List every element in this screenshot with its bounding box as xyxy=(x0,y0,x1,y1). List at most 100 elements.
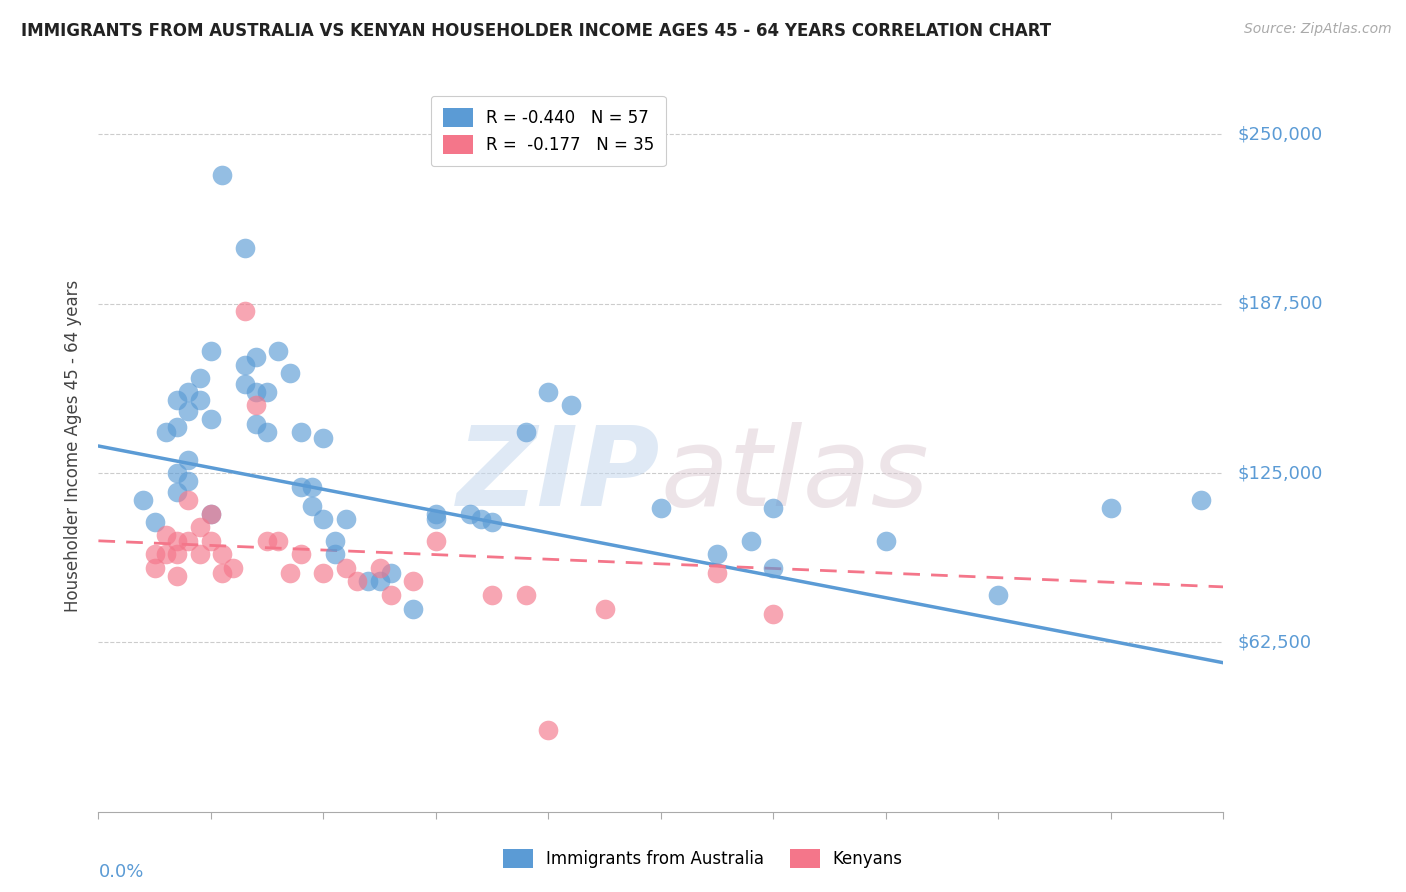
Point xyxy=(537,723,560,738)
Point xyxy=(290,480,312,494)
Point xyxy=(290,547,312,561)
Point xyxy=(762,607,785,621)
Point xyxy=(515,588,537,602)
Point xyxy=(267,344,290,359)
Point xyxy=(200,412,222,426)
Point xyxy=(458,507,481,521)
Point xyxy=(200,507,222,521)
Point xyxy=(211,168,233,182)
Point xyxy=(211,547,233,561)
Point xyxy=(166,485,188,500)
Point xyxy=(425,507,447,521)
Point xyxy=(233,303,256,318)
Point xyxy=(267,533,290,548)
Text: $250,000: $250,000 xyxy=(1237,126,1323,144)
Point xyxy=(177,384,200,399)
Point xyxy=(245,417,267,432)
Point xyxy=(143,561,166,575)
Point xyxy=(368,574,391,589)
Point xyxy=(312,566,335,581)
Point xyxy=(155,425,177,440)
Point xyxy=(188,520,211,534)
Point xyxy=(301,480,323,494)
Point xyxy=(346,574,368,589)
Legend: R = -0.440   N = 57, R =  -0.177   N = 35: R = -0.440 N = 57, R = -0.177 N = 35 xyxy=(430,96,666,166)
Point xyxy=(357,574,380,589)
Point xyxy=(143,547,166,561)
Point xyxy=(470,512,492,526)
Point xyxy=(1099,501,1122,516)
Text: IMMIGRANTS FROM AUSTRALIA VS KENYAN HOUSEHOLDER INCOME AGES 45 - 64 YEARS CORREL: IMMIGRANTS FROM AUSTRALIA VS KENYAN HOUS… xyxy=(21,22,1052,40)
Point xyxy=(380,566,402,581)
Point xyxy=(278,566,301,581)
Point xyxy=(233,358,256,372)
Point xyxy=(166,533,188,548)
Point xyxy=(188,547,211,561)
Point xyxy=(256,533,278,548)
Point xyxy=(132,493,155,508)
Point xyxy=(245,350,267,364)
Point xyxy=(188,371,211,385)
Point xyxy=(335,561,357,575)
Point xyxy=(380,588,402,602)
Point xyxy=(301,499,323,513)
Point xyxy=(166,392,188,407)
Point xyxy=(290,425,312,440)
Point xyxy=(593,601,616,615)
Point xyxy=(706,547,728,561)
Point xyxy=(1189,493,1212,508)
Point xyxy=(987,588,1010,602)
Point xyxy=(143,515,166,529)
Point xyxy=(177,533,200,548)
Point xyxy=(177,493,200,508)
Point xyxy=(245,398,267,412)
Point xyxy=(245,384,267,399)
Point xyxy=(650,501,672,516)
Point xyxy=(481,515,503,529)
Point xyxy=(200,507,222,521)
Point xyxy=(166,569,188,583)
Point xyxy=(155,547,177,561)
Point xyxy=(762,501,785,516)
Point xyxy=(323,533,346,548)
Point xyxy=(155,528,177,542)
Text: ZIP: ZIP xyxy=(457,422,661,529)
Text: $187,500: $187,500 xyxy=(1237,294,1323,313)
Text: Source: ZipAtlas.com: Source: ZipAtlas.com xyxy=(1244,22,1392,37)
Point xyxy=(560,398,582,412)
Point xyxy=(740,533,762,548)
Point xyxy=(402,574,425,589)
Point xyxy=(425,533,447,548)
Point xyxy=(233,241,256,255)
Point xyxy=(425,512,447,526)
Point xyxy=(233,376,256,391)
Point xyxy=(166,420,188,434)
Point xyxy=(278,366,301,380)
Text: atlas: atlas xyxy=(661,422,929,529)
Point xyxy=(368,561,391,575)
Point xyxy=(222,561,245,575)
Text: 0.0%: 0.0% xyxy=(98,863,143,881)
Point xyxy=(200,344,222,359)
Point xyxy=(211,566,233,581)
Point xyxy=(537,384,560,399)
Point xyxy=(177,452,200,467)
Point xyxy=(200,533,222,548)
Point xyxy=(256,425,278,440)
Point xyxy=(256,384,278,399)
Point xyxy=(312,431,335,445)
Point xyxy=(875,533,897,548)
Point xyxy=(335,512,357,526)
Point xyxy=(762,561,785,575)
Point xyxy=(481,588,503,602)
Point xyxy=(312,512,335,526)
Text: $62,500: $62,500 xyxy=(1237,633,1312,651)
Point xyxy=(706,566,728,581)
Text: $125,000: $125,000 xyxy=(1237,464,1323,482)
Point xyxy=(166,547,188,561)
Point xyxy=(166,466,188,480)
Legend: Immigrants from Australia, Kenyans: Immigrants from Australia, Kenyans xyxy=(495,840,911,877)
Point xyxy=(515,425,537,440)
Point xyxy=(323,547,346,561)
Point xyxy=(402,601,425,615)
